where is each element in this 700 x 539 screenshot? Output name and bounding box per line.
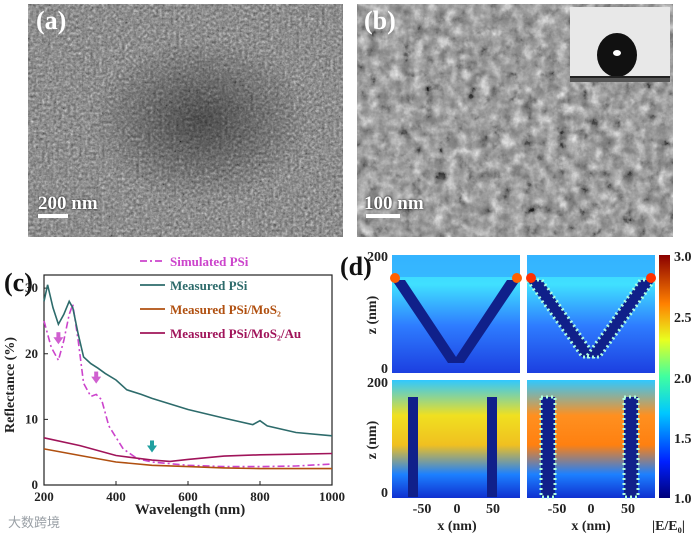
- field-maps: z (nm) z (nm) 200 0 200 0 -50 0 50 -50 0…: [365, 250, 692, 534]
- x-tick-label: 400: [106, 489, 126, 504]
- field-map-wire-bare: [392, 380, 520, 498]
- x-tick-right-neg50: -50: [548, 502, 567, 517]
- x-tick-right-0: 0: [588, 502, 595, 517]
- y-axis-label: Reflectance (%): [3, 337, 18, 433]
- scale-bar-a: [38, 214, 68, 218]
- colorbar-tick-2.5: 2.5: [674, 311, 692, 326]
- legend-label-3: Measured PSi/MoS₂/Au: [170, 326, 301, 341]
- dip-arrow-3-icon-stem: [150, 440, 154, 447]
- dip-arrow-3-icon: [147, 445, 157, 453]
- x-tick-left-0: 0: [454, 502, 461, 517]
- z-tick-bottom-0: 0: [381, 486, 388, 501]
- panel-label-c: (c): [4, 268, 33, 297]
- panel-label-d: (d): [340, 252, 372, 281]
- x-tick-label: 200: [34, 489, 54, 504]
- series-line-0: [43, 304, 333, 468]
- x-axis-label-right: x (nm): [571, 519, 611, 534]
- z-tick-top-0: 0: [381, 362, 388, 377]
- legend-label-1: Measured PSi: [170, 278, 248, 293]
- series-line-3: [43, 437, 333, 463]
- field-map-v-bare: [390, 255, 522, 373]
- colorbar-tick-3.0: 3.0: [674, 250, 692, 265]
- z-tick-top-200: 200: [367, 250, 388, 265]
- y-tick-label: 30: [25, 280, 38, 295]
- colorbar-label: |E/E₀|: [652, 519, 685, 534]
- x-tick-label: 800: [250, 489, 270, 504]
- sem-texture-a: [28, 4, 343, 237]
- legend-label-2: Measured PSi/MoS₂: [170, 302, 281, 317]
- y-tick-label: 10: [25, 411, 38, 426]
- colorbar-tick-1.5: 1.5: [674, 432, 692, 447]
- dip-arrow-1-icon: [53, 337, 64, 345]
- dip-arrow-1-icon-stem: [56, 332, 61, 339]
- panel-label-a: (a): [36, 6, 67, 35]
- x-tick-label: 1000: [319, 489, 345, 504]
- dip-arrow-2-icon-stem: [94, 371, 99, 378]
- watermark: 大数跨境: [8, 516, 61, 531]
- z-axis-label-top: z (nm): [365, 295, 380, 334]
- colorbar: [659, 255, 670, 498]
- x-tick-label: 600: [178, 489, 198, 504]
- reflectance-chart: 200 400 600 800 1000 0 10 20 30 Simulated PSi Mea…: [3, 254, 345, 518]
- series-line-2: [43, 448, 332, 470]
- x-tick-left-neg50: -50: [413, 502, 432, 517]
- y-tick-label: 20: [25, 346, 38, 361]
- z-axis-label-bottom: z (nm): [365, 420, 380, 459]
- sem-image-a: [28, 4, 343, 237]
- field-map-wire-decorated: [527, 380, 655, 499]
- scale-bar-label-a: 200 nm: [38, 193, 98, 214]
- z-tick-bottom-200: 200: [367, 376, 388, 391]
- x-tick-left-50: 50: [486, 502, 500, 517]
- dip-arrow-2-icon: [91, 376, 102, 384]
- series-line-1: [43, 284, 333, 437]
- x-tick-right-50: 50: [621, 502, 635, 517]
- x-axis-label-left: x (nm): [437, 519, 477, 534]
- y-tick-label: 0: [32, 477, 39, 492]
- contact-angle-inset: [570, 7, 670, 82]
- colorbar-tick-2.0: 2.0: [674, 372, 692, 387]
- legend-label-0: Simulated PSi: [170, 254, 249, 269]
- field-map-v-decorated: [524, 255, 658, 373]
- scale-bar-b: [366, 214, 400, 218]
- scale-bar-label-b: 100 nm: [364, 193, 424, 214]
- colorbar-tick-1.0: 1.0: [674, 492, 692, 507]
- panel-label-b: (b): [364, 6, 396, 35]
- x-axis-label: Wavelength (nm): [135, 502, 245, 518]
- water-droplet-icon: [570, 33, 670, 82]
- sem-image-b: [357, 4, 673, 237]
